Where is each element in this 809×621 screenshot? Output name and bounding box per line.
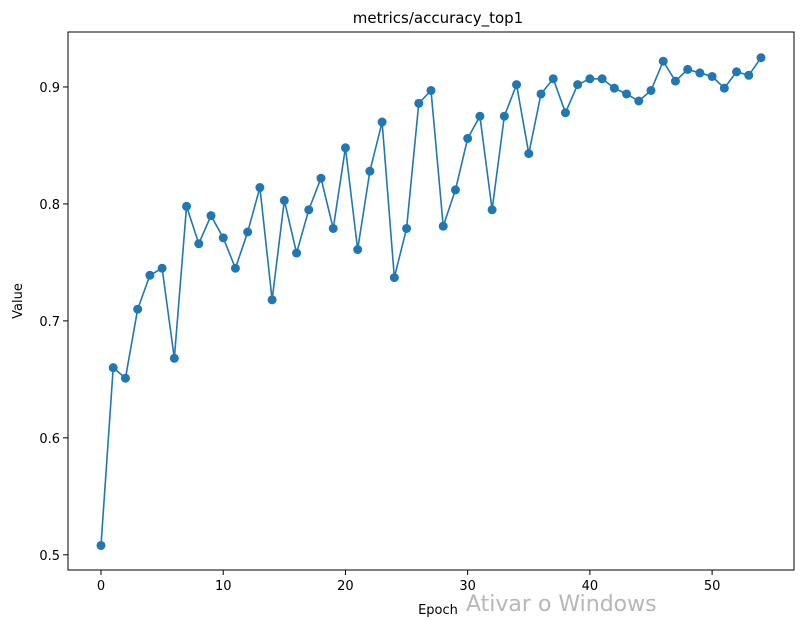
data-point <box>707 71 717 81</box>
x-axis: 0 10 20 30 40 50 <box>97 570 721 594</box>
data-point <box>206 211 216 221</box>
data-point <box>389 273 399 283</box>
data-point <box>463 133 473 143</box>
data-point <box>524 149 534 159</box>
data-point <box>597 74 607 84</box>
data-point <box>438 221 448 231</box>
data-point <box>548 74 558 84</box>
y-tick-label: 0.8 <box>39 198 60 213</box>
data-point <box>328 223 338 233</box>
y-axis-label: Value <box>11 283 26 319</box>
data-point <box>255 183 265 193</box>
data-point <box>450 185 460 195</box>
data-point <box>683 64 693 74</box>
data-point <box>243 227 253 237</box>
data-point <box>658 56 668 66</box>
windows-activation-watermark: Ativar o Windows <box>466 592 657 617</box>
data-point <box>670 76 680 86</box>
data-point <box>267 295 277 305</box>
data-point <box>316 173 326 183</box>
x-tick-label: 0 <box>97 579 105 594</box>
x-tick-label: 40 <box>582 579 599 594</box>
data-point <box>475 111 485 121</box>
x-axis-label: Epoch <box>418 603 458 618</box>
data-point <box>365 166 375 176</box>
data-point <box>719 83 729 93</box>
data-point <box>646 85 656 95</box>
data-point <box>402 223 412 233</box>
y-tick-label: 0.7 <box>39 315 60 330</box>
data-point <box>292 248 302 258</box>
data-point <box>194 239 204 249</box>
data-point <box>304 205 314 215</box>
data-point <box>340 143 350 153</box>
data-point <box>487 205 497 215</box>
data-point <box>499 111 509 121</box>
data-point <box>279 195 289 205</box>
data-point <box>218 233 228 243</box>
data-point <box>377 117 387 127</box>
x-tick-label: 30 <box>459 579 476 594</box>
y-axis: 0.5 0.6 0.7 0.8 0.9 <box>39 81 68 564</box>
data-point <box>756 53 766 63</box>
series-line <box>100 57 762 546</box>
data-point <box>426 85 436 95</box>
data-point <box>157 263 167 273</box>
data-point <box>145 270 155 280</box>
chart-title: metrics/accuracy_top1 <box>353 9 523 28</box>
data-point <box>585 74 595 84</box>
data-point <box>133 304 143 314</box>
data-point <box>96 540 106 550</box>
data-point <box>536 89 546 99</box>
y-tick-label: 0.6 <box>39 432 60 447</box>
data-point <box>108 363 118 373</box>
data-point <box>169 353 179 363</box>
data-point <box>744 70 754 80</box>
data-point <box>732 67 742 77</box>
data-point <box>573 80 583 90</box>
x-tick-label: 20 <box>337 579 354 594</box>
y-tick-label: 0.9 <box>39 81 60 96</box>
data-point <box>695 68 705 78</box>
data-point <box>560 108 570 118</box>
data-point <box>353 245 363 255</box>
data-point <box>182 201 192 211</box>
series-markers <box>96 53 766 550</box>
x-tick-label: 10 <box>215 579 232 594</box>
data-point <box>512 80 522 90</box>
data-point <box>414 98 424 108</box>
x-tick-label: 50 <box>704 579 721 594</box>
y-tick-label: 0.5 <box>39 549 60 564</box>
data-point <box>634 96 644 106</box>
plot-frame <box>67 31 795 571</box>
data-point <box>120 373 130 383</box>
data-point <box>230 263 240 273</box>
data-point <box>609 83 619 93</box>
data-point <box>622 89 632 99</box>
